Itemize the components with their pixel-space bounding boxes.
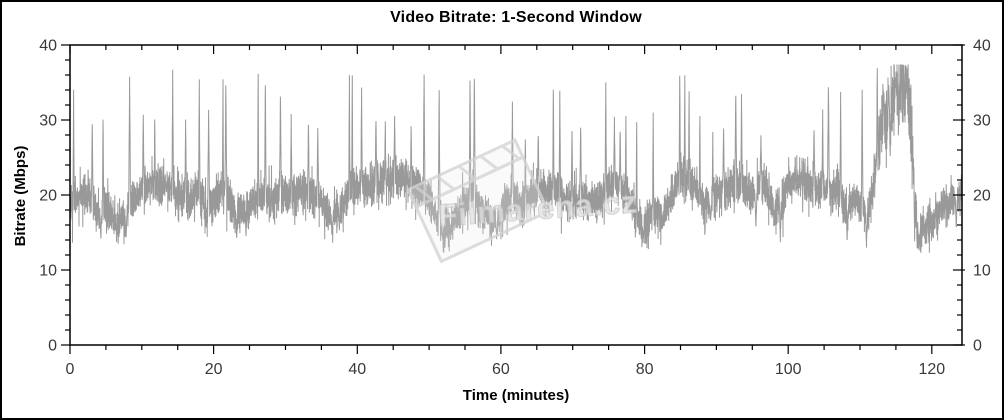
- x-tick-label: 60: [492, 361, 510, 378]
- chart-title: Video Bitrate: 1-Second Window: [390, 9, 642, 26]
- axis-ticks: [61, 44, 965, 354]
- x-tick-label: 80: [636, 361, 654, 378]
- bitrate-line: [70, 64, 962, 253]
- y-tick-label-left: 10: [39, 263, 57, 280]
- x-tick-label: 100: [775, 361, 802, 378]
- y-tick-label-left: 30: [39, 113, 57, 130]
- x-tick-label: 40: [348, 361, 366, 378]
- y-tick-label-left: 20: [39, 188, 57, 205]
- y-tick-label-right: 10: [973, 263, 991, 280]
- y-tick-label-right: 0: [973, 338, 982, 355]
- x-axis-title: Time (minutes): [462, 387, 570, 404]
- x-tick-label: 0: [66, 361, 75, 378]
- x-tick-label: 120: [918, 361, 945, 378]
- y-tick-label-right: 30: [973, 113, 991, 130]
- y-tick-label-left: 0: [48, 338, 57, 355]
- clapperboard-icon: [406, 137, 551, 264]
- y-tick-label-right: 40: [973, 38, 991, 55]
- watermark-text: Filmarena.cz: [437, 184, 639, 233]
- y-tick-label-right: 20: [973, 188, 991, 205]
- watermark: Filmarena.cz: [406, 137, 639, 264]
- x-tick-label: 20: [205, 361, 223, 378]
- y-tick-label-left: 40: [39, 38, 57, 55]
